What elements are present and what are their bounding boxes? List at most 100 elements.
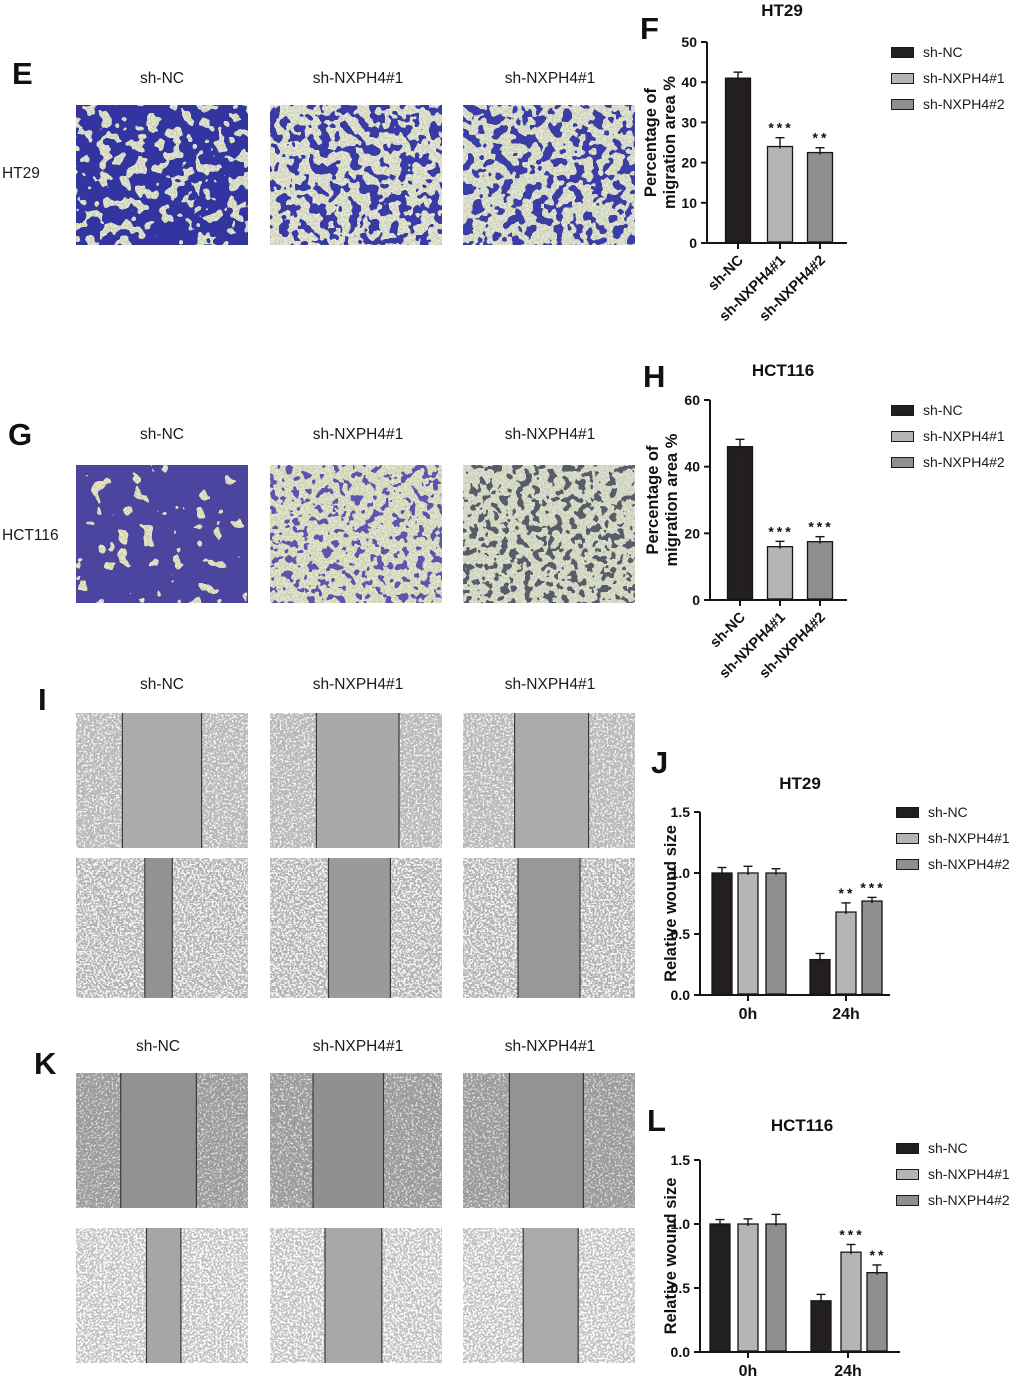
svg-text:***: *** xyxy=(768,523,793,539)
col-label-g-shnxph41: sh-NXPH4#1 xyxy=(312,426,404,443)
legend-swatch-shnxph42 xyxy=(891,456,914,468)
legend-swatch-shnxph42 xyxy=(891,98,914,110)
legend-swatch-shnxph42 xyxy=(896,858,919,870)
legend-swatch-shnxph41 xyxy=(891,72,914,84)
svg-text:Percentage of: Percentage of xyxy=(642,87,660,197)
chart-title-J: HT29 xyxy=(779,774,821,793)
legend-item: sh-NXPH4#1 xyxy=(891,70,1005,86)
panel-letter-H: H xyxy=(643,359,666,394)
wound-image-hct116-0h-shnxph42 xyxy=(463,1073,635,1208)
legend-swatch-shnc xyxy=(891,404,914,416)
panel-letter-L: L xyxy=(647,1103,666,1138)
wound-image-ht29-0h-shnc xyxy=(76,713,248,848)
svg-text:50: 50 xyxy=(681,34,697,50)
svg-text:***: *** xyxy=(860,879,885,895)
wound-image-ht29-24h-shnc xyxy=(76,858,248,998)
col-label-k-shnxph41: sh-NXPH4#1 xyxy=(312,1038,404,1055)
chart-title-L: HCT116 xyxy=(770,1116,834,1135)
col-label-e-shnxph42: sh-NXPH4#1 xyxy=(504,70,596,87)
legend-swatch-shnc xyxy=(891,46,914,58)
row-label-hct116: HCT116 xyxy=(2,527,59,544)
svg-text:0.0: 0.0 xyxy=(671,1344,691,1360)
wound-image-hct116-24h-shnxph42 xyxy=(463,1228,635,1363)
transwell-image-ht29-shnxph42 xyxy=(463,105,635,245)
legend-swatch-shnxph41 xyxy=(896,1168,919,1180)
legend-J: sh-NC sh-NXPH4#1 sh-NXPH4#2 xyxy=(896,804,1010,884)
legend-item: sh-NXPH4#2 xyxy=(896,1192,1010,1208)
col-label-g-shnc: sh-NC xyxy=(140,426,184,443)
col-label-i-shnc: sh-NC xyxy=(140,676,184,693)
wound-image-ht29-24h-shnxph42 xyxy=(463,858,635,998)
legend-swatch-shnxph42 xyxy=(896,1194,919,1206)
wound-image-hct116-0h-shnc xyxy=(76,1073,248,1208)
panel-letter-F: F xyxy=(640,11,659,46)
panel-letter-J: J xyxy=(651,745,669,780)
svg-text:40: 40 xyxy=(681,74,697,90)
svg-text:0: 0 xyxy=(692,592,700,608)
transwell-image-hct116-shnc xyxy=(76,465,248,603)
svg-text:***: *** xyxy=(768,120,793,136)
legend-label: sh-NC xyxy=(928,804,968,820)
wound-image-ht29-0h-shnxph41 xyxy=(270,713,442,848)
svg-text:**: ** xyxy=(839,885,856,901)
wound-image-ht29-24h-shnxph41 xyxy=(270,858,442,998)
svg-text:0h: 0h xyxy=(739,1363,758,1378)
col-label-k-shnc: sh-NC xyxy=(136,1038,180,1055)
svg-text:60: 60 xyxy=(684,392,700,408)
legend-label: sh-NXPH4#1 xyxy=(928,830,1010,846)
svg-text:30: 30 xyxy=(681,114,697,130)
col-label-e-shnc: sh-NC xyxy=(140,70,184,87)
svg-text:24h: 24h xyxy=(834,1363,862,1378)
svg-text:20: 20 xyxy=(681,155,697,171)
svg-text:0h: 0h xyxy=(739,1006,758,1023)
svg-text:***: *** xyxy=(839,1226,864,1242)
transwell-image-ht29-shnc xyxy=(76,105,248,245)
svg-text:24h: 24h xyxy=(832,1006,860,1023)
col-label-k-shnxph42: sh-NXPH4#1 xyxy=(504,1038,596,1055)
legend-item: sh-NXPH4#2 xyxy=(891,96,1005,112)
svg-text:***: *** xyxy=(808,519,833,535)
legend-item: sh-NXPH4#1 xyxy=(896,1166,1010,1182)
svg-text:Relative wound size: Relative wound size xyxy=(662,825,680,982)
legend-swatch-shnxph41 xyxy=(896,832,919,844)
svg-text:1.5: 1.5 xyxy=(671,1152,691,1168)
svg-text:0.5: 0.5 xyxy=(671,926,691,942)
legend-label: sh-NXPH4#2 xyxy=(923,96,1005,112)
svg-text:10: 10 xyxy=(681,195,697,211)
legend-F: sh-NC sh-NXPH4#1 sh-NXPH4#2 xyxy=(891,44,1005,124)
legend-swatch-shnxph41 xyxy=(891,430,914,442)
wound-image-ht29-0h-shnxph42 xyxy=(463,713,635,848)
legend-item: sh-NXPH4#2 xyxy=(891,454,1005,470)
legend-label: sh-NC xyxy=(923,402,963,418)
legend-label: sh-NXPH4#2 xyxy=(928,856,1010,872)
col-label-g-shnxph42: sh-NXPH4#1 xyxy=(504,426,596,443)
svg-text:1.0: 1.0 xyxy=(671,1216,691,1232)
svg-text:40: 40 xyxy=(684,459,700,475)
legend-label: sh-NC xyxy=(923,44,963,60)
col-label-i-shnxph41: sh-NXPH4#1 xyxy=(312,676,404,693)
transwell-image-hct116-shnxph42 xyxy=(463,465,635,603)
svg-text:migration area %: migration area % xyxy=(663,433,681,566)
wound-image-hct116-0h-shnxph41 xyxy=(270,1073,442,1208)
svg-text:0.0: 0.0 xyxy=(671,987,691,1003)
legend-label: sh-NC xyxy=(928,1140,968,1156)
legend-label: sh-NXPH4#1 xyxy=(923,70,1005,86)
svg-text:0.5: 0.5 xyxy=(671,1280,691,1296)
svg-text:0: 0 xyxy=(689,235,697,251)
col-label-i-shnxph42: sh-NXPH4#1 xyxy=(504,676,596,693)
panel-letter-G: G xyxy=(8,417,33,452)
svg-text:Relative wound size: Relative wound size xyxy=(662,1178,680,1335)
legend-L: sh-NC sh-NXPH4#1 sh-NXPH4#2 xyxy=(896,1140,1010,1220)
panel-letter-K: K xyxy=(34,1046,57,1081)
row-label-ht29: HT29 xyxy=(2,165,40,182)
legend-label: sh-NXPH4#1 xyxy=(923,428,1005,444)
legend-label: sh-NXPH4#1 xyxy=(928,1166,1010,1182)
legend-label: sh-NXPH4#2 xyxy=(928,1192,1010,1208)
svg-text:**: ** xyxy=(813,130,830,146)
col-label-e-shnxph41: sh-NXPH4#1 xyxy=(312,70,404,87)
panel-letter-E: E xyxy=(12,56,33,91)
transwell-image-hct116-shnxph41 xyxy=(270,465,442,603)
panel-letter-I: I xyxy=(38,682,47,717)
legend-item: sh-NC xyxy=(891,44,1005,60)
